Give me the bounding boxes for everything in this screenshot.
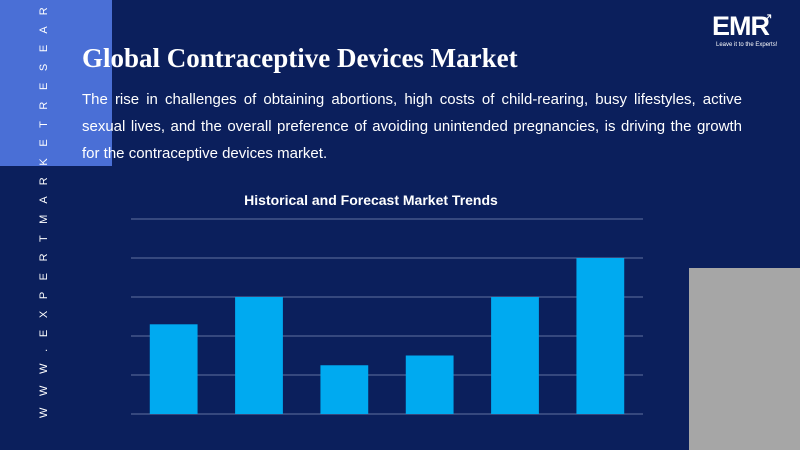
chart-title: Historical and Forecast Market Trends <box>244 192 498 208</box>
bar-3 <box>320 365 369 414</box>
bar-2 <box>235 297 283 414</box>
logo-text: EMR <box>712 11 770 41</box>
accent-block <box>0 0 112 166</box>
gray-decor-block <box>689 268 800 450</box>
page-title: Global Contraceptive Devices Market <box>82 43 518 73</box>
bar-4 <box>405 355 454 414</box>
logo-tagline: Leave it to the Experts! <box>716 42 778 48</box>
emr-logo: EMR ↗ Leave it to the Experts! <box>700 10 790 52</box>
bar-5 <box>491 297 539 414</box>
arrow-icon: ↗ <box>762 10 773 25</box>
chart-bars <box>149 258 625 414</box>
description: The rise in challenges of obtaining abor… <box>82 91 742 162</box>
bar-6 <box>576 258 625 414</box>
chart-grid <box>131 218 643 415</box>
bar-1 <box>149 324 198 414</box>
